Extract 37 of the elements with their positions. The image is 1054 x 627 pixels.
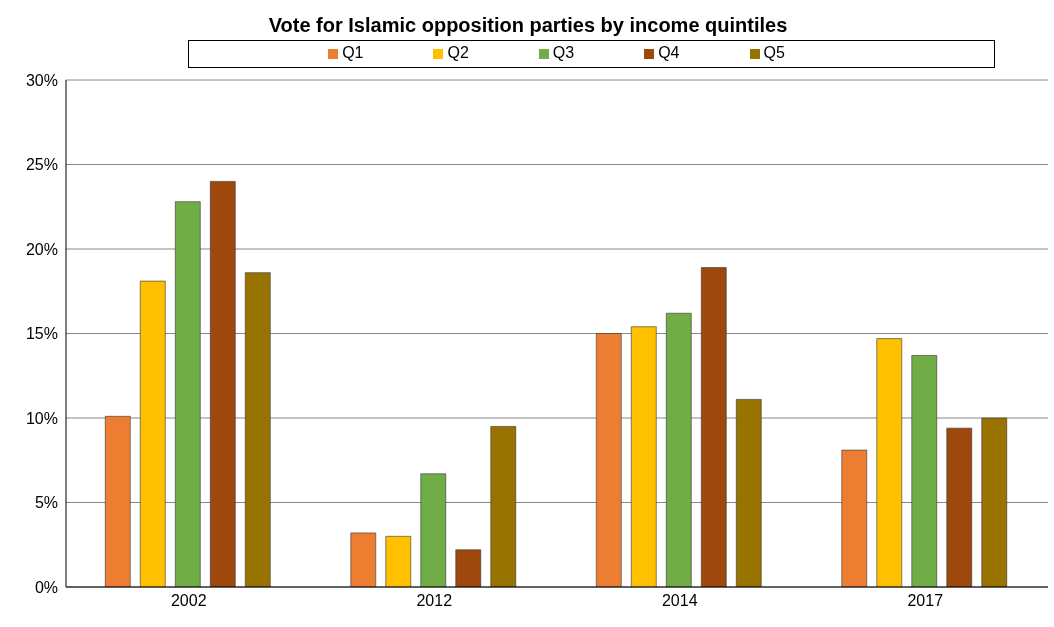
legend-label: Q5	[763, 44, 785, 61]
y-tick-label: 25%	[25, 156, 58, 174]
legend-label: Q4	[658, 44, 680, 61]
bar	[911, 355, 938, 587]
bar	[174, 201, 201, 587]
bar	[420, 473, 447, 587]
bar	[665, 312, 692, 587]
y-tick-label: 30%	[25, 71, 58, 89]
y-tick-label: 5%	[34, 494, 58, 512]
legend-label: Q3	[552, 44, 575, 61]
y-tick-label: 10%	[25, 409, 58, 427]
bar	[209, 181, 236, 587]
x-tick-label: 2002	[170, 592, 207, 610]
bar	[350, 532, 377, 587]
x-tick-label: 2017	[907, 592, 944, 610]
x-tick-label: 2012	[416, 592, 453, 610]
y-tick-label: 0%	[34, 578, 58, 596]
bar	[595, 333, 622, 587]
bar	[630, 326, 657, 587]
legend-label: Q2	[447, 44, 469, 61]
y-tick-label: 15%	[25, 325, 58, 343]
bar	[455, 549, 482, 587]
chart-title: Vote for Islamic opposition parties by income quintiles	[267, 13, 789, 38]
bar	[139, 280, 166, 587]
bar	[946, 427, 973, 587]
bar	[841, 449, 868, 587]
legend-label: Q1	[342, 44, 364, 61]
y-tick-label: 20%	[25, 240, 58, 258]
bar	[490, 426, 517, 587]
bar	[981, 417, 1008, 587]
bar	[735, 399, 762, 587]
bar	[104, 416, 131, 587]
x-tick-label: 2014	[661, 592, 698, 610]
bar	[385, 536, 412, 587]
bar	[700, 267, 727, 587]
bar	[244, 272, 271, 587]
bar	[876, 338, 903, 587]
